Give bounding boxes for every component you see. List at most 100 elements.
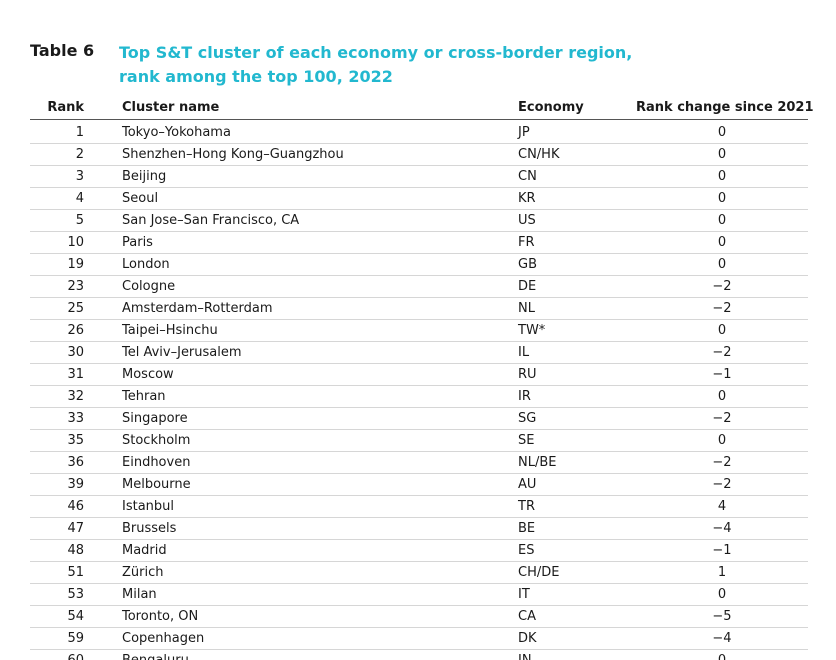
rank: 51 [67, 565, 84, 580]
rank-change: 0 [717, 235, 727, 250]
cluster-name: Tel Aviv–Jerusalem [122, 345, 242, 360]
cluster-name: Beijing [122, 169, 167, 184]
economy: BE [518, 521, 536, 536]
cluster-name: Tokyo–Yokohama [122, 125, 231, 140]
rank-change: −4 [712, 631, 732, 646]
column-header: Rank change since 2021 [636, 100, 814, 115]
row-rule [30, 429, 808, 430]
rank: 54 [67, 609, 84, 624]
rank-change: −4 [712, 521, 732, 536]
row-rule [30, 473, 808, 474]
rank: 30 [67, 345, 84, 360]
cluster-name: Cologne [122, 279, 176, 294]
economy: NL [518, 301, 535, 316]
row-rule [30, 165, 808, 166]
cluster-name: Stockholm [122, 433, 191, 448]
rank-change: 0 [717, 389, 727, 404]
rank: 31 [67, 367, 84, 382]
economy: NL/BE [518, 455, 557, 470]
cluster-name: Brussels [122, 521, 177, 536]
economy: KR [518, 191, 536, 206]
row-rule [30, 231, 808, 232]
rank: 19 [67, 257, 84, 272]
rank-change: −1 [712, 367, 732, 382]
cluster-name: Tehran [122, 389, 166, 404]
rank-change: 0 [717, 433, 727, 448]
rank: 23 [67, 279, 84, 294]
rank: 33 [67, 411, 84, 426]
rank: 1 [75, 125, 84, 140]
economy: AU [518, 477, 537, 492]
row-rule [30, 561, 808, 562]
rank: 46 [67, 499, 84, 514]
economy: US [518, 213, 536, 228]
row-rule [30, 495, 808, 496]
rank-change: 4 [717, 499, 727, 514]
economy: IN [518, 650, 628, 660]
economy: JP [518, 125, 530, 140]
rank: 39 [67, 477, 84, 492]
row-rule [30, 385, 808, 386]
rank: 3 [75, 169, 84, 184]
row-rule [30, 605, 808, 606]
economy: CN/HK [518, 147, 560, 162]
economy: DE [518, 279, 537, 294]
cluster-name: Toronto, ON [122, 609, 199, 624]
economy: SE [518, 433, 535, 448]
rank: 26 [67, 323, 84, 338]
cluster-name: Madrid [122, 543, 167, 558]
rank-change: −1 [712, 543, 732, 558]
cluster-name: Singapore [122, 411, 188, 426]
rank: 60 [30, 650, 84, 660]
rank-change: 0 [717, 257, 727, 272]
rank-change: 0 [717, 125, 727, 140]
cluster-name: Milan [122, 587, 157, 602]
title-line: Top S&T cluster of each economy or cross… [119, 43, 633, 62]
economy: RU [518, 367, 537, 382]
rank-change: −2 [712, 455, 732, 470]
rank-change: 1 [717, 565, 727, 580]
cluster-name: Shenzhen–Hong Kong–Guangzhou [122, 147, 344, 162]
cluster-name: Bengaluru [122, 650, 502, 660]
economy: GB [518, 257, 537, 272]
rank-change: −2 [712, 279, 732, 294]
economy: FR [518, 235, 535, 250]
row-rule [30, 187, 808, 188]
row-rule [30, 583, 808, 584]
row-rule [30, 451, 808, 452]
rank-change: −2 [712, 477, 732, 492]
rank: 53 [67, 587, 84, 602]
rank: 32 [67, 389, 84, 404]
economy: CA [518, 609, 536, 624]
cluster-name: San Jose–San Francisco, CA [122, 213, 300, 228]
cluster-name: Amsterdam–Rotterdam [122, 301, 273, 316]
rank-change: 0 [717, 191, 727, 206]
header-rule [30, 119, 808, 120]
rank-change: 0 [717, 213, 727, 228]
rank: 36 [67, 455, 84, 470]
column-header: Economy [518, 100, 584, 115]
economy: TR [518, 499, 535, 514]
economy: SG [518, 411, 537, 426]
row-rule [30, 275, 808, 276]
cluster-name: Seoul [122, 191, 159, 206]
cluster-name: Taipei–Hsinchu [122, 323, 218, 338]
cluster-name: Istanbul [122, 499, 175, 514]
rank-change: 0 [717, 147, 727, 162]
cluster-name: Paris [122, 235, 153, 250]
rank-change: 0 [717, 169, 727, 184]
rank: 35 [67, 433, 84, 448]
column-header: Cluster name [122, 100, 220, 115]
rank: 5 [75, 213, 84, 228]
economy: CN [518, 169, 537, 184]
table-label: Table 6 [30, 41, 95, 60]
rank-change: 0 [717, 323, 727, 338]
cluster-name: Zürich [122, 565, 164, 580]
economy: IR [518, 389, 531, 404]
rank: 10 [67, 235, 84, 250]
rank: 59 [67, 631, 84, 646]
row-rule [30, 253, 808, 254]
rank: 4 [75, 191, 84, 206]
economy: IL [518, 345, 530, 360]
